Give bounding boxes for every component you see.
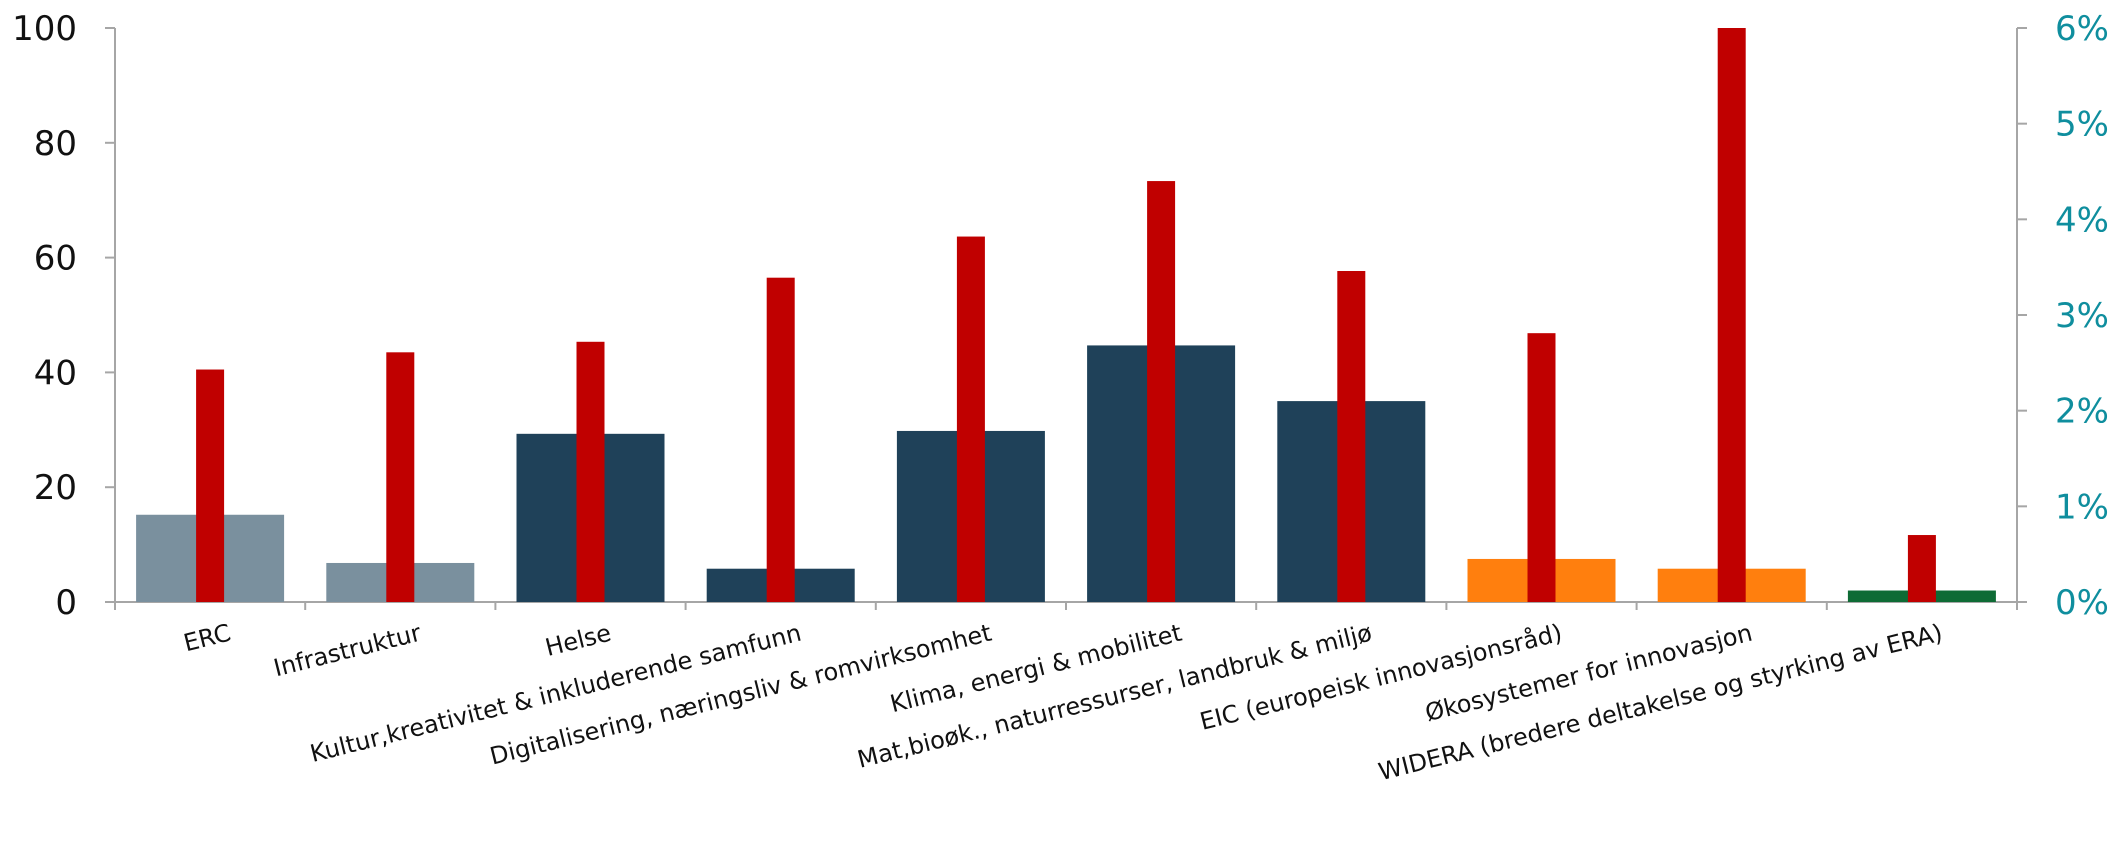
narrow-bar [1717,28,1746,602]
narrow-bar [766,277,795,602]
right-tick-label: 6% [2055,9,2109,49]
narrow-bar [196,369,225,602]
right-tick-label: 4% [2055,200,2109,240]
narrow-bar [956,236,985,602]
left-tick-label: 0 [55,583,77,623]
narrow-bar [386,352,415,602]
left-tick-label: 20 [34,468,77,508]
narrow-bar [576,341,605,602]
right-tick-label: 5% [2055,105,2109,145]
category-label: EIC (europeisk innovasjonsråd) [1197,618,1565,736]
narrow-bar [1527,333,1556,602]
narrow-bar [1147,181,1176,603]
left-tick-label: 80 [34,124,77,164]
left-tick-label: 40 [34,353,77,393]
right-tick-label: 1% [2055,487,2109,527]
left-axis-ticks: 0 20 40 60 80 100 [12,9,115,623]
category-label: Infrastruktur [271,619,424,683]
narrow-bar [1907,535,1936,602]
right-tick-label: 3% [2055,296,2109,336]
wide-bar-series [136,345,1996,602]
category-labels: ERC Infrastruktur HelseKultur,kreativitet … [181,618,1946,786]
left-tick-label: 100 [12,9,77,49]
right-axis-ticks: 0% 1% 2% 3% 4% 5% 6% [2017,9,2109,623]
narrow-bar [1337,270,1366,602]
category-label: ERC [181,619,234,658]
right-tick-label: 2% [2055,392,2109,432]
category-label: Helse [542,619,614,662]
left-tick-label: 60 [34,239,77,279]
right-tick-label: 0% [2055,583,2109,623]
narrow-bar-series [196,28,1936,603]
